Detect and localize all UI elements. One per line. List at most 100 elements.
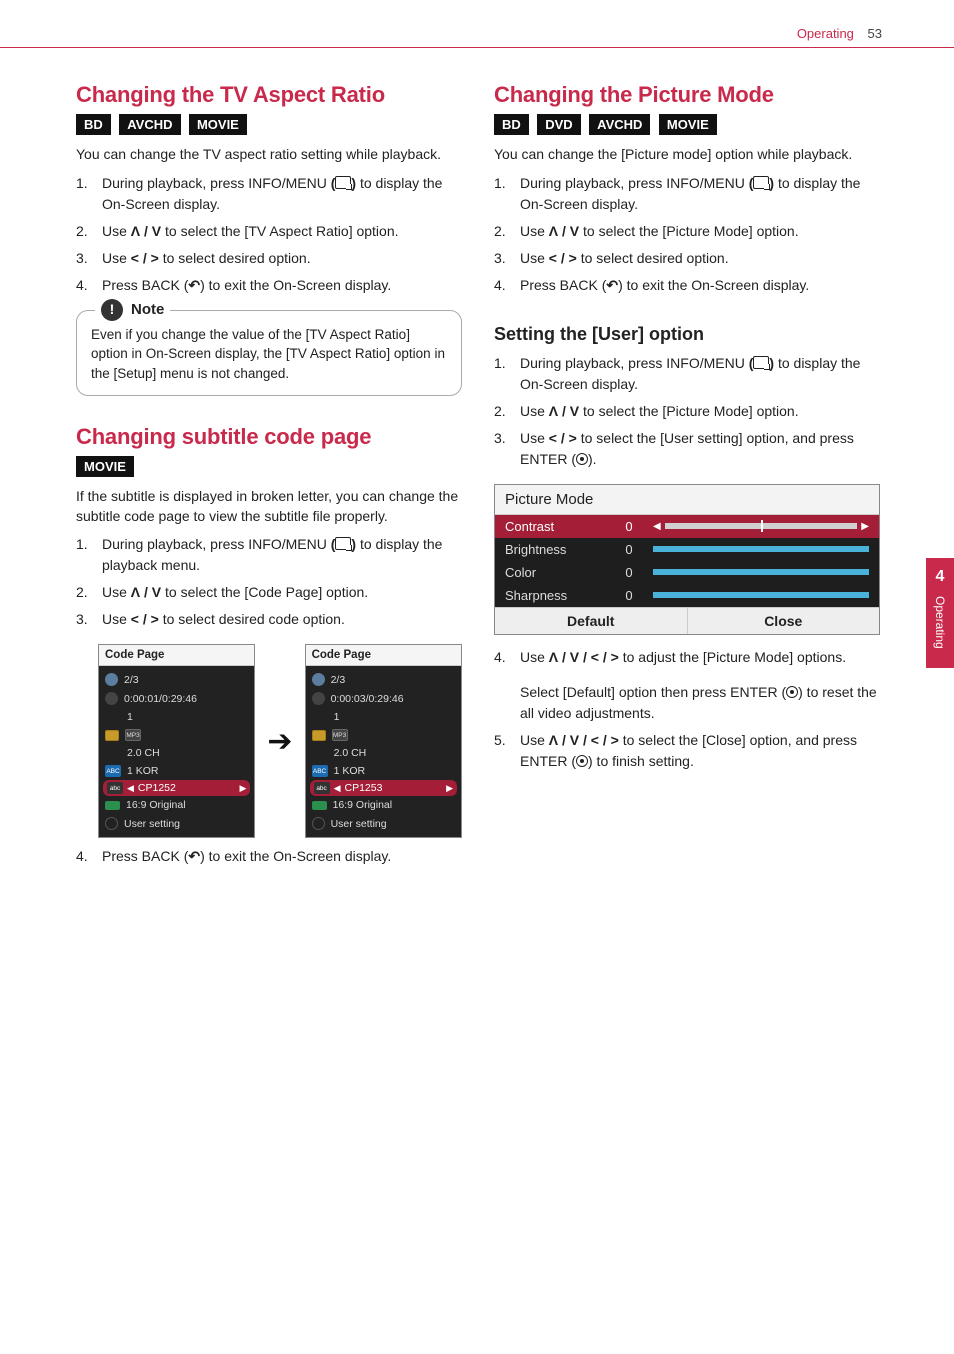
note-icon: !: [101, 299, 123, 321]
menu-icon: [753, 176, 769, 189]
step-5: Use Λ / V / < / > to select the [Close] …: [494, 730, 880, 772]
badge-bd: BD: [494, 114, 529, 135]
note-title: Note: [131, 299, 164, 321]
step-4: Press BACK (↶) to exit the On-Screen dis…: [76, 275, 462, 296]
globe-icon: [105, 673, 118, 686]
page-number: 53: [868, 26, 882, 41]
pm-close-button[interactable]: Close: [687, 608, 880, 634]
step-1: During playback, press INFO/MENU () to d…: [76, 173, 462, 215]
step-1: During playback, press INFO/MENU () to d…: [494, 173, 880, 215]
intro-aspect: You can change the TV aspect ratio setti…: [76, 145, 462, 165]
updown-icon: Λ / V: [549, 223, 579, 239]
header-label: Operating: [797, 26, 854, 41]
heading-subtitle: Changing subtitle code page: [76, 424, 462, 450]
all4-icon: Λ / V / < / >: [549, 649, 619, 665]
pm-row-sharpness: Sharpness 0: [495, 584, 879, 607]
gear-icon: [312, 817, 325, 830]
updown-icon: Λ / V: [549, 403, 579, 419]
badge-avchd: AVCHD: [119, 114, 180, 135]
pm-row-brightness: Brightness 0: [495, 538, 879, 561]
codepage-diagram: Code Page 2/3 0:00:01/0:29:46 1 MP3 2.0 …: [76, 644, 462, 838]
menu-icon: [335, 537, 351, 550]
page-header: Operating 53: [0, 0, 954, 48]
badge-movie: MOVIE: [659, 114, 717, 135]
heading-aspect: Changing the TV Aspect Ratio: [76, 82, 462, 108]
note-head: ! Note: [95, 299, 170, 321]
updown-icon: Λ / V: [131, 223, 161, 239]
section-picture-mode: Changing the Picture Mode BD DVD AVCHD M…: [494, 82, 880, 296]
clock-icon: [312, 692, 325, 705]
step-2: Use Λ / V to select the [Code Page] opti…: [76, 582, 462, 603]
abc-icon: ABC: [312, 765, 328, 777]
leftright-icon: < / >: [131, 250, 159, 266]
section-subtitle: Changing subtitle code page MOVIE If the…: [76, 424, 462, 867]
right-column: Changing the Picture Mode BD DVD AVCHD M…: [494, 82, 880, 895]
codepage-panel-2: Code Page 2/3 0:00:03/0:29:46 1 MP3 2.0 …: [305, 644, 462, 838]
step-2: Use Λ / V to select the [TV Aspect Ratio…: [76, 221, 462, 242]
enter-icon: [786, 686, 798, 698]
step-4: Use Λ / V / < / > to adjust the [Picture…: [494, 647, 880, 668]
speaker-icon: [105, 730, 119, 741]
updown-icon: Λ / V: [131, 584, 161, 600]
abc-icon: ABC: [105, 765, 121, 777]
back-icon: ↶: [606, 275, 618, 296]
badges-picture: BD DVD AVCHD MOVIE: [494, 114, 880, 135]
section-aspect-ratio: Changing the TV Aspect Ratio BD AVCHD MO…: [76, 82, 462, 396]
cp-title-2: Code Page: [306, 645, 461, 666]
intro-subtitle: If the subtitle is displayed in broken l…: [76, 487, 462, 526]
step-3: Use < / > to select the [User setting] o…: [494, 428, 880, 470]
cp-selected-2: abc◀CP1253▶: [310, 780, 457, 796]
step-3: Use < / > to select desired option.: [76, 248, 462, 269]
leftright-icon: < / >: [549, 250, 577, 266]
step-2: Use Λ / V to select the [Picture Mode] o…: [494, 401, 880, 422]
step-4: Press BACK (↶) to exit the On-Screen dis…: [76, 846, 462, 867]
menu-icon: [335, 176, 351, 189]
leftright-icon: < / >: [131, 611, 159, 627]
heading-user: Setting the [User] option: [494, 324, 880, 345]
gear-icon: [105, 817, 118, 830]
speaker-icon: [312, 730, 326, 741]
section-user-option: Setting the [User] option During playbac…: [494, 324, 880, 772]
enter-icon: [576, 755, 588, 767]
side-tab-num: 4: [936, 568, 945, 586]
screen-icon: [312, 801, 327, 810]
step-4: Press BACK (↶) to exit the On-Screen dis…: [494, 275, 880, 296]
arrow-right-icon: ➔: [267, 724, 292, 759]
pm-row-contrast: Contrast 0 ◀▶: [495, 515, 879, 538]
pm-title: Picture Mode: [495, 485, 879, 515]
side-tab-text: Operating: [933, 596, 947, 649]
cp-selected-1: abc◀CP1252▶: [103, 780, 250, 796]
side-tab: 4 Operating: [926, 558, 954, 668]
clock-icon: [105, 692, 118, 705]
step-4-note: Select [Default] option then press ENTER…: [494, 682, 880, 724]
globe-icon: [312, 673, 325, 686]
badge-bd: BD: [76, 114, 111, 135]
back-icon: ↶: [188, 846, 200, 867]
note-body: Even if you change the value of the [TV …: [91, 327, 445, 381]
pm-row-color: Color 0: [495, 561, 879, 584]
badge-avchd: AVCHD: [589, 114, 650, 135]
note-box: ! Note Even if you change the value of t…: [76, 310, 462, 397]
all4-icon: Λ / V / < / >: [549, 732, 619, 748]
pm-default-button[interactable]: Default: [495, 608, 687, 634]
back-icon: ↶: [188, 275, 200, 296]
screen-icon: [105, 801, 120, 810]
picture-mode-panel: Picture Mode Contrast 0 ◀▶ Brightness 0 …: [494, 484, 880, 635]
codepage-panel-1: Code Page 2/3 0:00:01/0:29:46 1 MP3 2.0 …: [98, 644, 255, 838]
badges-subtitle: MOVIE: [76, 456, 462, 477]
step-1: During playback, press INFO/MENU () to d…: [76, 534, 462, 576]
step-3: Use < / > to select desired option.: [494, 248, 880, 269]
badge-dvd: DVD: [537, 114, 580, 135]
left-column: Changing the TV Aspect Ratio BD AVCHD MO…: [76, 82, 462, 895]
step-1: During playback, press INFO/MENU () to d…: [494, 353, 880, 395]
enter-icon: [576, 453, 588, 465]
cp-title-1: Code Page: [99, 645, 254, 666]
intro-picture: You can change the [Picture mode] option…: [494, 145, 880, 165]
leftright-icon: < / >: [549, 430, 577, 446]
badge-movie: MOVIE: [189, 114, 247, 135]
menu-icon: [753, 356, 769, 369]
heading-picture: Changing the Picture Mode: [494, 82, 880, 108]
step-3: Use < / > to select desired code option.: [76, 609, 462, 630]
badges-aspect: BD AVCHD MOVIE: [76, 114, 462, 135]
badge-movie: MOVIE: [76, 456, 134, 477]
